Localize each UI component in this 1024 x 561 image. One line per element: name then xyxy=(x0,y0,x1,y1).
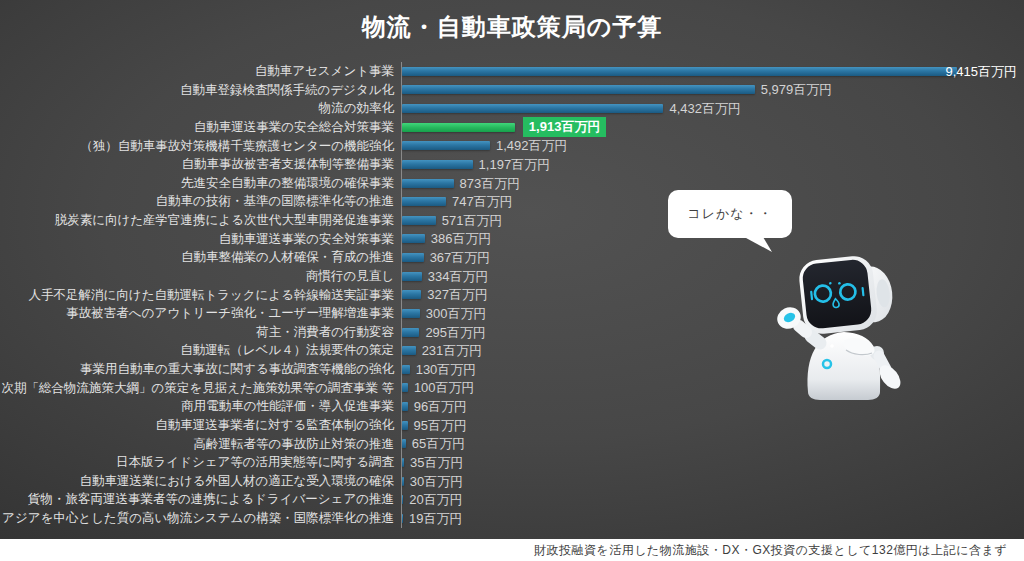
category-label: 自動車登録検査関係手続のデジタル化 xyxy=(0,84,394,97)
value-label: 873百万円 xyxy=(460,177,521,190)
robot-left-upper-arm xyxy=(811,336,820,343)
category-label: 脱炭素に向けた産学官連携による次世代大型車開発促進事業 xyxy=(0,214,394,227)
bar xyxy=(402,141,490,150)
footnote-text: 財政投融資を活用した物流施設・DX・GX投資の支援として132億円は上記に含まず xyxy=(534,542,1024,559)
value-label: 1,197百万円 xyxy=(479,158,551,171)
bar xyxy=(402,365,410,374)
value-label: 5,979百万円 xyxy=(761,83,833,96)
chart-row: 先進安全自動車の整備環境の確保事業 873百万円 xyxy=(0,174,1024,193)
bar xyxy=(402,197,446,206)
category-label: アジアを中心とした質の高い物流システムの構築・国際標準化の推進 xyxy=(0,512,394,525)
value-label: 96百万円 xyxy=(414,400,467,413)
chart-title: 物流・自動車政策局の予算 xyxy=(0,11,1024,43)
robot-left-forearm xyxy=(799,326,806,332)
category-label: （独）自動車事故対策機構千葉療護センターの機能強化 xyxy=(0,140,394,153)
bar xyxy=(402,383,408,392)
chart-row: アジアを中心とした質の高い物流システムの構築・国際標準化の推進 19百万円 xyxy=(0,509,1024,528)
chart-row: 高齢運転者等の事故防止対策の推進 65百万円 xyxy=(0,435,1024,454)
value-label: 9,415百万円 xyxy=(945,65,1017,78)
category-label: 商慣行の見直し xyxy=(0,270,394,283)
bar xyxy=(402,514,403,523)
bar xyxy=(402,85,755,94)
bar xyxy=(402,216,436,225)
value-label: 327百万円 xyxy=(427,288,488,301)
chart-row: 自動車運送業における外国人材の適正な受入環境の確保 30百万円 xyxy=(0,472,1024,491)
value-label: 95百万円 xyxy=(414,419,467,432)
bar xyxy=(402,328,419,337)
chart-row: 貨物・旅客両運送事業者等の連携によるドライバーシェアの推進 20百万円 xyxy=(0,490,1024,509)
chart-row: 自動車の技術・基準の国際標準化等の推進 747百万円 xyxy=(0,192,1024,211)
value-label: 20百万円 xyxy=(409,493,462,506)
bar xyxy=(402,234,425,243)
chart-row: 物流の効率化 4,432百万円 xyxy=(0,99,1024,118)
category-label: 自動車運送業における外国人材の適正な受入環境の確保 xyxy=(0,475,394,488)
value-label: 367百万円 xyxy=(430,251,491,264)
value-label: 100百万円 xyxy=(414,381,475,394)
value-label: 334百万円 xyxy=(428,270,489,283)
bar xyxy=(402,439,406,448)
value-label: 747百万円 xyxy=(452,195,513,208)
value-label: 1,913百万円 xyxy=(523,117,607,137)
chart-row: 日本版ライドシェア等の活用実態等に関する調査 35百万円 xyxy=(0,453,1024,472)
category-label: 自動車整備業の人材確保・育成の推進 xyxy=(0,251,394,264)
speech-bubble: コレかな・・ xyxy=(668,190,792,238)
category-label: 自動車運送事業の安全総合対策事業 xyxy=(0,121,394,134)
bar xyxy=(402,179,454,188)
value-label: 4,432百万円 xyxy=(669,102,741,115)
bar xyxy=(402,104,663,113)
bar-highlighted xyxy=(402,123,515,132)
value-label: 30百万円 xyxy=(410,475,463,488)
category-label: 自動車事故被害者支援体制等整備事業 xyxy=(0,158,394,171)
category-label: 人手不足解消に向けた自動運転トラックによる幹線輸送実証事業 xyxy=(0,289,394,302)
value-label: 571百万円 xyxy=(442,214,503,227)
chart-row: （独）自動車事故対策機構千葉療護センターの機能強化 1,492百万円 xyxy=(0,137,1024,156)
bar xyxy=(402,253,424,262)
bar xyxy=(402,458,404,467)
category-label: 自動車運送事業者に対する監査体制の強化 xyxy=(0,419,394,432)
bar xyxy=(402,477,404,486)
category-label: 事故被害者へのアウトリーチ強化・ユーザー理解増進事業 xyxy=(0,307,394,320)
chart-row: 脱炭素に向けた産学官連携による次世代大型車開発促進事業 571百万円 xyxy=(0,211,1024,230)
bar xyxy=(402,272,422,281)
category-label: 日本版ライドシェア等の活用実態等に関する調査 xyxy=(0,456,394,469)
category-label: 自動運転（レベル４）法規要件の策定 xyxy=(0,344,394,357)
chart-row: 自動車運送事業者に対する監査体制の強化 95百万円 xyxy=(0,416,1024,435)
robot-mascot xyxy=(760,246,960,416)
category-label: 自動車アセスメント事業 xyxy=(0,65,394,78)
value-label: 295百万円 xyxy=(425,326,486,339)
footnote-bar: 財政投融資を活用した物流施設・DX・GX投資の支援として132億円は上記に含まず xyxy=(0,539,1024,561)
category-label: 事業用自動車の重大事故に関する事故調査等機能の強化 xyxy=(0,363,394,376)
category-label: 自動車の技術・基準の国際標準化等の推進 xyxy=(0,195,394,208)
value-label: 65百万円 xyxy=(412,437,465,450)
bar xyxy=(402,67,957,76)
value-label: 386百万円 xyxy=(431,232,492,245)
bar xyxy=(402,309,420,318)
chart-row: 自動車アセスメント事業 9,415百万円 xyxy=(0,62,1024,81)
value-label: 300百万円 xyxy=(426,307,487,320)
bar xyxy=(402,495,403,504)
robot-chest-dot xyxy=(830,344,834,348)
category-label: 商用電動車の性能評価・導入促進事業 xyxy=(0,400,394,413)
category-label: 物流の効率化 xyxy=(0,102,394,115)
value-label: 1,492百万円 xyxy=(496,139,568,152)
chart-row: 自動車登録検査関係手続のデジタル化 5,979百万円 xyxy=(0,81,1024,100)
bar xyxy=(402,160,473,169)
value-label: 35百万円 xyxy=(410,456,463,469)
value-label: 231百万円 xyxy=(422,344,483,357)
category-label: 荷主・消費者の行動変容 xyxy=(0,326,394,339)
value-label: 130百万円 xyxy=(416,363,477,376)
category-label: 自動車運送事業の安全対策事業 xyxy=(0,233,394,246)
bar xyxy=(402,290,421,299)
value-label: 19百万円 xyxy=(409,512,462,525)
category-label: 高齢運転者等の事故防止対策の推進 xyxy=(0,438,394,451)
category-label: 次期「総合物流施策大綱」の策定を見据えた施策効果等の調査事業 等 xyxy=(0,382,394,395)
bar xyxy=(402,402,408,411)
bar xyxy=(402,421,408,430)
speech-bubble-text: コレかな・・ xyxy=(687,205,772,223)
category-label: 貨物・旅客両運送事業者等の連携によるドライバーシェアの推進 xyxy=(0,493,394,506)
chart-row: 自動車運送事業の安全総合対策事業 1,913百万円 xyxy=(0,118,1024,137)
category-label: 先進安全自動車の整備環境の確保事業 xyxy=(0,177,394,190)
chart-row: 自動車事故被害者支援体制等整備事業 1,197百万円 xyxy=(0,155,1024,174)
bar xyxy=(402,346,416,355)
